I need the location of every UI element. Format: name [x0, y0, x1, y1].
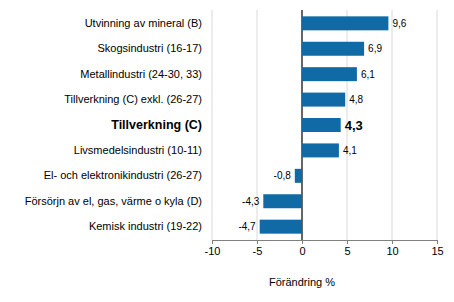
data-label: 9,6: [392, 18, 406, 29]
y-tick: Skogsindustri (16-17): [97, 42, 202, 54]
data-label: -0,8: [274, 170, 292, 181]
x-tick-mark: [392, 240, 393, 244]
x-tick: 10: [386, 240, 398, 257]
y-tick: Tillverkning (C) exkl. (26-27): [64, 93, 202, 105]
data-label: -4,3: [242, 196, 260, 207]
bar: [302, 67, 357, 81]
x-tick-label: -10: [205, 245, 221, 257]
plot-area: 9,6 6,9 6,1 4,8 4,3 4,1 -0,8 -4,3 -4,7 -10 -5 0 5 10 1…: [25, 10, 444, 257]
category-label: Metallindustri (24-30, 33): [80, 68, 202, 80]
y-tick: Kemisk industri (19-22): [89, 220, 202, 232]
y-axis: Utvinning av mineral (B) Skogsindustri (1…: [25, 17, 202, 232]
category-label: Skogsindustri (16-17): [97, 42, 202, 54]
category-label: Utvinning av mineral (B): [85, 17, 202, 29]
y-tick: Utvinning av mineral (B): [85, 17, 202, 29]
bar: [302, 42, 364, 56]
x-tick-mark: [347, 240, 348, 244]
x-tick: -5: [253, 240, 263, 257]
grid-line: [212, 10, 213, 240]
data-labels: 9,6 6,9 6,1 4,8 4,3 4,1 -0,8 -4,3 -4,7: [238, 18, 406, 232]
category-label: Försörjn av el, gas, värme o kyla (D): [25, 195, 202, 207]
x-axis-line: [213, 240, 438, 241]
y-tick: Tillverkning (C): [111, 118, 202, 132]
chart-container: 9,6 6,9 6,1 4,8 4,3 4,1 -0,8 -4,3 -4,7 -10 -5 0 5 10 1…: [0, 0, 454, 302]
x-tick-label: -5: [253, 245, 263, 257]
category-label: El- och elektronikindustri (26-27): [44, 169, 202, 181]
category-label: Livsmedelsindustri (10-11): [74, 144, 202, 156]
data-label: 4,8: [349, 94, 363, 105]
grid-line: [437, 10, 438, 240]
x-tick: -10: [205, 240, 221, 257]
y-tick: El- och elektronikindustri (26-27): [44, 169, 202, 181]
data-label: 4,3: [345, 118, 363, 133]
bar: [302, 118, 341, 132]
category-label: Kemisk industri (19-22): [89, 220, 202, 232]
data-label: 6,1: [361, 69, 375, 80]
bar: [302, 16, 388, 30]
x-tick-mark: [257, 240, 258, 244]
bar: [295, 169, 302, 183]
x-axis: -10 -5 0 5 10 15: [205, 240, 444, 257]
x-tick-mark: [212, 240, 213, 244]
grid-line: [392, 10, 393, 240]
bar: [263, 194, 302, 208]
x-axis-title: Förändring %: [269, 276, 335, 288]
y-tick: Försörjn av el, gas, värme o kyla (D): [25, 195, 202, 207]
x-tick: 15: [431, 240, 443, 257]
grid: [212, 10, 437, 240]
data-label: 6,9: [368, 43, 382, 54]
x-tick-label: 15: [431, 245, 443, 257]
data-label: 4,1: [343, 145, 357, 156]
x-tick-label: 0: [299, 245, 305, 257]
bar: [302, 93, 345, 107]
x-tick-mark: [437, 240, 438, 244]
x-tick-label: 10: [386, 245, 398, 257]
chart-svg: 9,6 6,9 6,1 4,8 4,3 4,1 -0,8 -4,3 -4,7 -10 -5 0 5 10 1…: [0, 0, 454, 302]
x-tick: 5: [344, 240, 350, 257]
x-tick-mark: [302, 240, 303, 244]
bar: [302, 143, 339, 157]
bars: [260, 16, 389, 233]
category-label: Tillverkning (C): [111, 118, 202, 132]
category-label: Tillverkning (C) exkl. (26-27): [64, 93, 202, 105]
data-label: -4,7: [238, 221, 256, 232]
y-tick: Livsmedelsindustri (10-11): [74, 144, 202, 156]
x-tick-label: 5: [344, 245, 350, 257]
x-tick: 0: [299, 240, 305, 257]
bar: [260, 220, 302, 234]
y-tick: Metallindustri (24-30, 33): [80, 68, 202, 80]
